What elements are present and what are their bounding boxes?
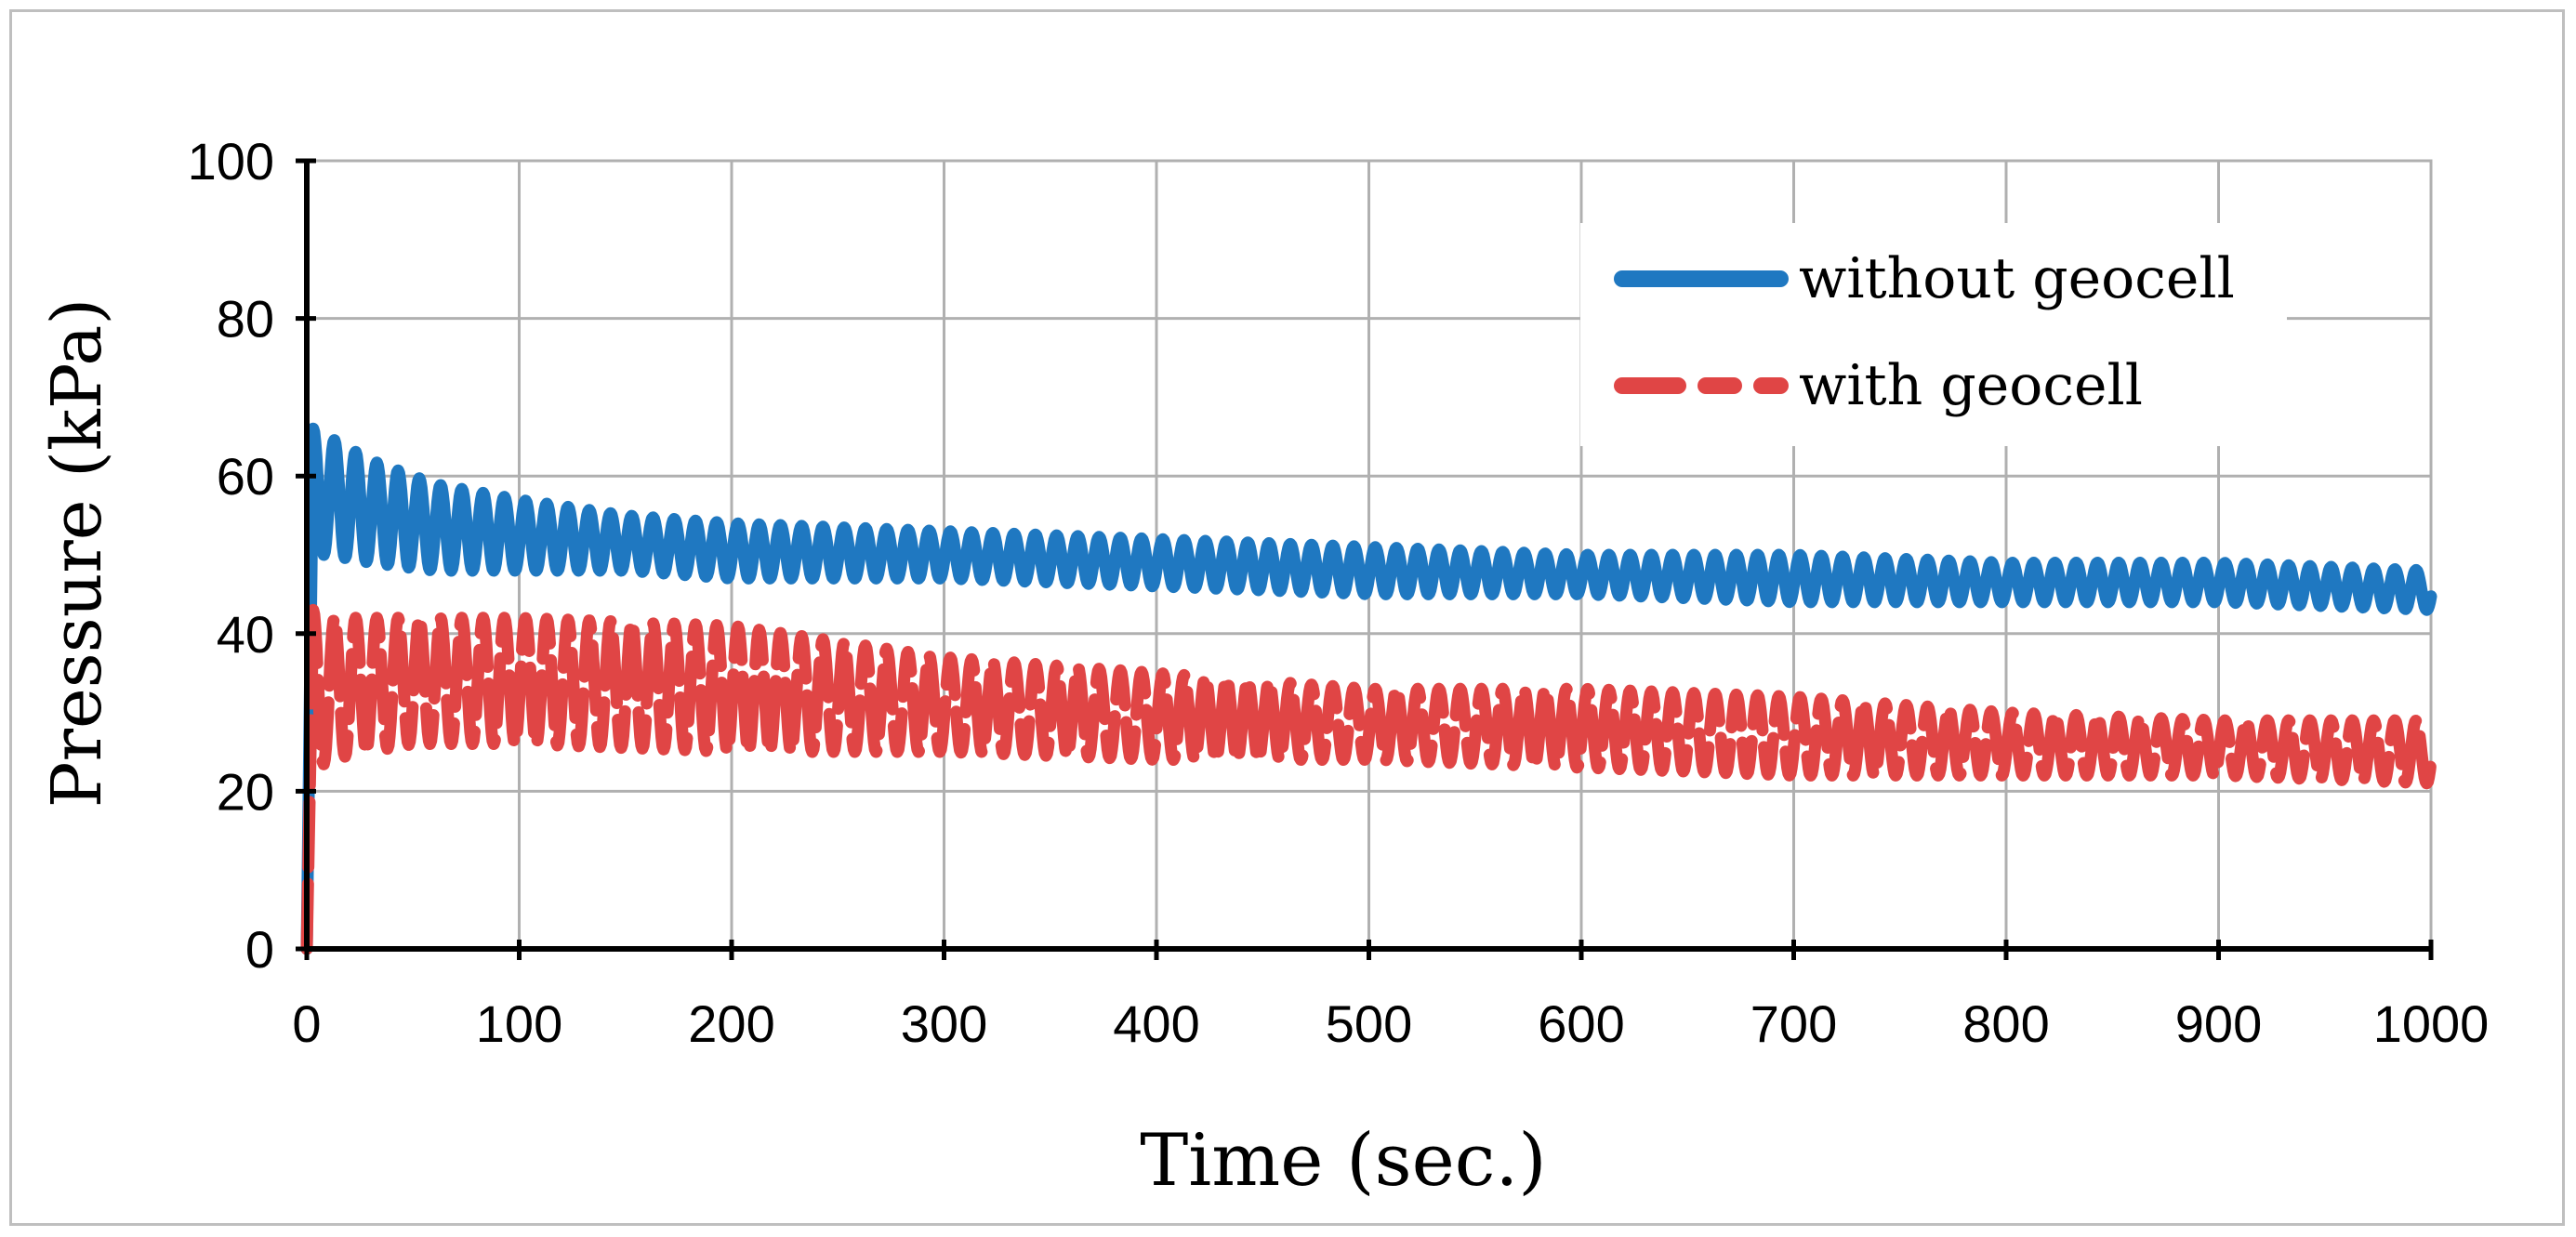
y-tick-label-20: 20 [217,762,274,821]
series-line-without-geocell [300,422,2437,955]
x-axis-title: Time (sec.) [1140,1119,1546,1203]
series-layer [300,422,2437,955]
x-tick-label-500: 500 [1326,994,1412,1053]
x-tick-label-700: 700 [1750,994,1837,1053]
legend: without geocell with geocell [1580,223,2287,446]
series-line-with-geocell [300,603,2437,955]
x-tick-label-900: 900 [2175,994,2262,1053]
y-axis-ticks: 0 20 40 60 80 100 [188,132,316,979]
y-tick-label-80: 80 [217,290,274,349]
x-tick-label-100: 100 [476,994,562,1053]
legend-label-without-geocell: without geocell [1799,246,2235,311]
x-tick-label-800: 800 [1962,994,2049,1053]
x-axis-ticks: 0 100 200 300 400 500 600 700 800 900 1000 [292,940,2489,1053]
x-tick-label-200: 200 [688,994,774,1053]
x-tick-label-0: 0 [292,994,321,1053]
x-tick-label-300: 300 [901,994,987,1053]
y-tick-label-100: 100 [188,132,274,191]
y-tick-label-0: 0 [245,920,274,979]
y-tick-label-40: 40 [217,605,274,664]
y-axis-title: Pressure (kPa) [37,298,117,808]
x-tick-label-1000: 1000 [2373,994,2490,1053]
legend-label-with-geocell: with geocell [1799,353,2143,418]
y-tick-label-60: 60 [217,447,274,506]
x-tick-label-400: 400 [1113,994,1199,1053]
legend-background [1580,223,2287,446]
x-tick-label-600: 600 [1538,994,1624,1053]
